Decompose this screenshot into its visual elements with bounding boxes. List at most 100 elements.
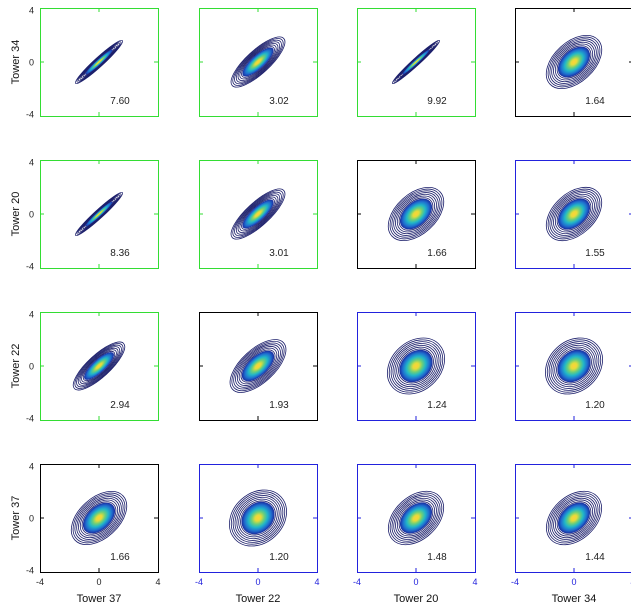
density-fill: [557, 46, 591, 78]
contour-line: [547, 36, 601, 88]
panel-value-label: 3.01: [269, 248, 289, 259]
x-tick-label: 0: [413, 577, 418, 587]
contour-lines: [546, 490, 602, 546]
contour-line: [556, 501, 592, 535]
density-fill: [242, 47, 274, 77]
contour-line: [231, 340, 285, 392]
contour-lines: [229, 489, 287, 547]
x-tick-label: 4: [472, 577, 477, 587]
panel-value-label: 1.20: [269, 552, 289, 563]
contour-line: [70, 490, 128, 546]
contour-line: [396, 499, 436, 537]
contour-line: [545, 186, 603, 242]
density-fill: [241, 350, 275, 382]
contour-panel-r2-c2: 3.01: [199, 160, 318, 269]
contour-line: [556, 348, 592, 384]
panel-value-label: 8.36: [110, 248, 130, 259]
contour-line: [232, 190, 284, 238]
contour-line: [390, 341, 442, 391]
contour-panel-r4-c3: 1.48: [357, 464, 476, 573]
y-tick-label: -4: [26, 566, 34, 576]
contour-panel-r3-c3: 1.24: [357, 312, 476, 421]
contour-line: [234, 191, 282, 237]
contour-lines: [392, 39, 440, 85]
contour-line: [240, 349, 276, 383]
contour-line: [550, 343, 598, 389]
contour-panel-r1-c3: 9.92: [357, 8, 476, 117]
contour-line: [545, 34, 603, 90]
panel-value-label: 7.60: [110, 96, 130, 107]
contour-line: [239, 44, 277, 80]
x-tick-label: 4: [314, 577, 319, 587]
y-tick-label: 4: [29, 158, 34, 168]
contour-line: [230, 36, 286, 88]
contour-line: [398, 501, 434, 535]
contour-line: [235, 193, 281, 235]
contour-line: [78, 497, 120, 539]
contour-line: [76, 496, 122, 540]
contour-line: [556, 197, 592, 231]
x-tick-label: 0: [255, 577, 260, 587]
contour-line: [237, 43, 279, 81]
contour-panel-r1-c4: 1.64: [515, 8, 631, 117]
panel-value-label: 1.48: [427, 552, 447, 563]
contour-line: [234, 495, 282, 541]
contour-line: [235, 41, 281, 83]
contour-line: [553, 41, 595, 83]
contour-line: [553, 193, 595, 235]
contour-line: [77, 346, 121, 386]
contour-line: [229, 489, 287, 547]
contour-line: [236, 496, 280, 540]
contour-line: [235, 344, 281, 388]
x-tick-label: 0: [571, 577, 576, 587]
row-label: Tower 37: [10, 496, 22, 541]
contour-line: [549, 494, 599, 542]
contour-panel-r3-c4: 1.20: [515, 312, 631, 421]
contour-line: [547, 492, 601, 544]
contour-line: [546, 490, 602, 546]
panel-value-label: 1.20: [585, 400, 605, 411]
y-tick-label: -4: [26, 414, 34, 424]
density-fill: [402, 49, 430, 75]
panel-value-label: 1.64: [585, 96, 605, 107]
contour-line: [395, 193, 437, 235]
contour-line: [549, 190, 599, 238]
panel-value-label: 1.93: [269, 400, 289, 411]
contour-line: [391, 494, 441, 542]
contour-panel-r4-c2: 1.20: [199, 464, 318, 573]
y-tick-label: 0: [29, 58, 34, 68]
row-label: Tower 34: [10, 40, 22, 85]
contour-line: [552, 344, 596, 388]
density-fill: [557, 198, 591, 230]
contour-line: [238, 498, 278, 538]
density-fill: [558, 502, 590, 534]
col-label: Tower 22: [236, 593, 281, 605]
contour-line: [401, 48, 431, 76]
contour-panel-r1-c1: 7.60: [40, 8, 159, 117]
contour-panel-r3-c1: 2.94: [40, 312, 159, 421]
contour-line: [549, 38, 599, 86]
contour-lines: [545, 337, 603, 395]
y-tick-label: 0: [29, 210, 34, 220]
col-label: Tower 34: [552, 593, 597, 605]
x-tick-label: -4: [195, 577, 203, 587]
density-fill: [241, 501, 275, 535]
contour-line: [79, 499, 119, 537]
labels-layer: 40-440-440-440-4-404-404-404-404Tower 34…: [10, 6, 631, 606]
x-tick-label: -4: [353, 577, 361, 587]
contour-line: [230, 491, 286, 545]
contour-lines: [75, 39, 123, 85]
contour-lines: [229, 339, 287, 393]
contour-line: [391, 190, 441, 238]
contour-panel-r2-c3: 1.66: [357, 160, 476, 269]
panel-value-label: 3.02: [269, 96, 289, 107]
contour-line: [387, 337, 445, 395]
contour-line: [84, 48, 114, 76]
contour-line: [554, 346, 594, 386]
y-tick-label: -4: [26, 110, 34, 120]
contour-line: [232, 493, 284, 543]
contour-line: [74, 494, 124, 542]
contour-line: [553, 497, 595, 539]
contour-line: [387, 186, 445, 242]
contour-line: [388, 490, 444, 546]
